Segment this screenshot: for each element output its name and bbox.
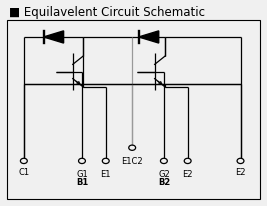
Text: ■ Equilavelent Circuit Schematic: ■ Equilavelent Circuit Schematic <box>9 6 205 20</box>
Text: E1C2: E1C2 <box>121 157 143 166</box>
Text: G2: G2 <box>158 170 170 179</box>
Text: E2: E2 <box>182 170 193 179</box>
Polygon shape <box>44 31 64 43</box>
Text: G1: G1 <box>76 170 88 179</box>
Polygon shape <box>139 31 159 43</box>
Text: B2: B2 <box>158 178 170 187</box>
Text: B1: B1 <box>76 178 88 187</box>
Text: E1: E1 <box>100 170 111 179</box>
Text: C1: C1 <box>18 168 29 177</box>
Text: E2: E2 <box>235 168 246 177</box>
